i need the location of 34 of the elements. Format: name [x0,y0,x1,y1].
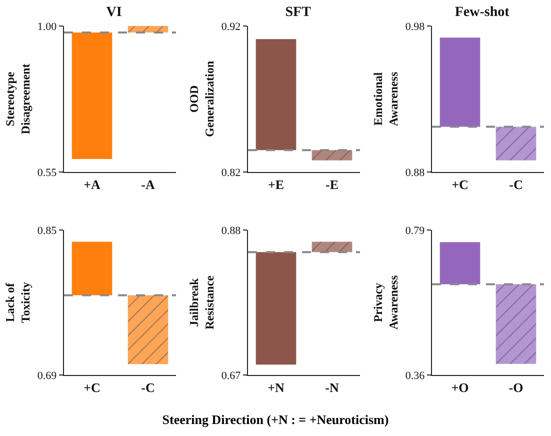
y-axis-title: Privacy Awareness [371,275,401,330]
text: Steering Direction (+N : = +Neuroticism) [161,412,390,428]
y-tick-label: 0.98 [405,20,426,33]
chart-title: Few-shot [454,4,510,20]
y-axis-title: Emotional Awareness [371,72,401,126]
chart-title: VI [106,4,122,20]
y-tick-label: 0.82 [221,166,241,179]
y-tick-label: 0.85 [37,224,58,237]
x-tick-label: +A [84,176,102,192]
x-tick-label: -O [508,380,524,395]
y-tick-label: 0.88 [405,166,426,179]
y-tick-label: 0.55 [37,166,58,179]
y-axis-title: Stereotype Disagreement [3,64,33,134]
y-tick-label: 0.79 [405,224,426,237]
y-axis-title: OOD Generalization [187,60,217,137]
x-tick-label: -N [325,380,340,395]
x-tick-label: -C [509,176,523,192]
x-tick-label: +C [452,176,468,192]
x-tick-label: -A [141,176,156,192]
y-tick-label: 0.88 [221,224,242,237]
x-tick-label: +C [84,380,100,395]
x-tick-label: -E [326,176,338,192]
y-tick-label: 0.92 [221,20,241,33]
x-tick-label: -C [141,380,155,395]
y-tick-label: 0.69 [37,370,58,382]
y-axis-title: Jailbreak Resistance [187,274,217,330]
x-tick-label: +E [268,176,284,192]
y-tick-label: 0.67 [221,370,242,382]
y-tick-label: 1.00 [37,20,58,33]
y-tick-label: 0.36 [405,370,426,382]
x-tick-label: +N [268,380,286,395]
x-tick-label: +O [451,380,469,395]
y-axis-title: Lack of Toxicity [3,282,33,323]
chart-title: SFT [285,4,312,20]
